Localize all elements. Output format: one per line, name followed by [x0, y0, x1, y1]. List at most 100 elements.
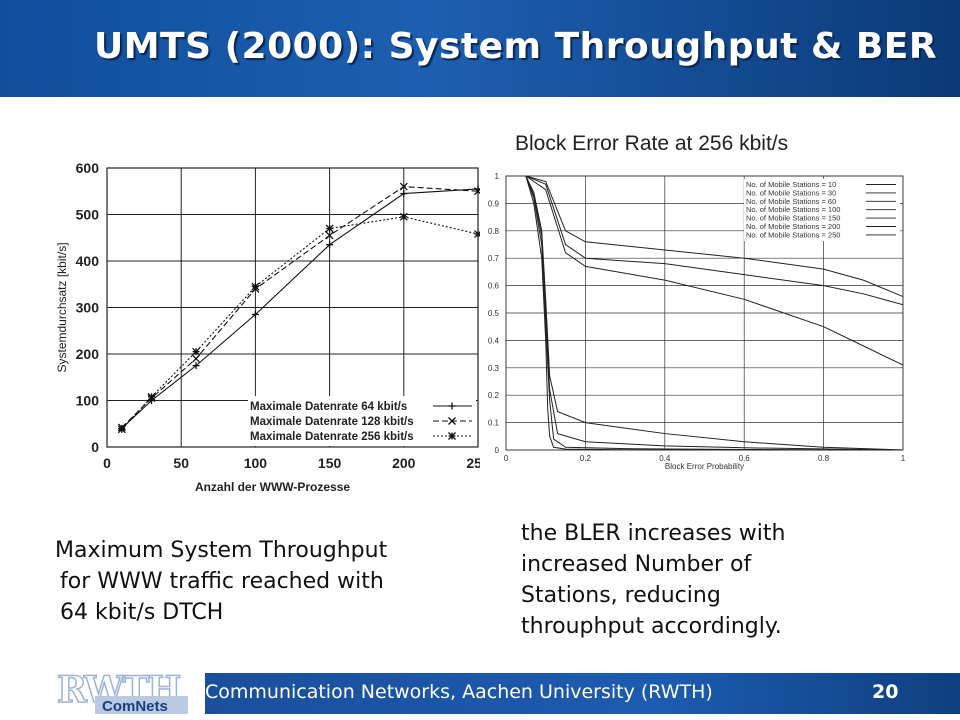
- marker-stroke: [474, 188, 480, 196]
- marker-stroke: [192, 354, 200, 363]
- series-line-3: [525, 175, 904, 451]
- marker-stroke: [448, 432, 456, 440]
- marker-stroke: [399, 182, 408, 191]
- data-point: [251, 282, 260, 291]
- data-point: [325, 231, 334, 240]
- footer-text: Communication Networks, Aachen Universit…: [205, 681, 713, 703]
- data-point: [251, 310, 259, 318]
- data-point: [147, 392, 156, 401]
- y-tick-label: 0.5: [488, 309, 500, 318]
- x-tick-label: 0.2: [580, 454, 592, 463]
- y-tick-label: 0.7: [488, 254, 500, 263]
- y-tick-label: 0.2: [488, 391, 500, 400]
- x-tick-label: 0.8: [818, 454, 830, 463]
- caption-right-line: throuphput accordingly.: [521, 614, 782, 639]
- data-point: [326, 241, 334, 249]
- marker-stroke: [474, 231, 480, 238]
- y-tick-label: 200: [76, 346, 100, 362]
- series-1: [118, 185, 480, 432]
- y-tick-label: 0.4: [488, 336, 500, 345]
- y-tick-label: 1: [495, 172, 500, 181]
- legend-marker: [448, 432, 456, 440]
- legend-entry: Maximale Datenrate 256 kbit/s: [250, 431, 414, 443]
- marker-stroke: [117, 425, 126, 434]
- x-tick-label: 0: [504, 454, 509, 463]
- plot-frame: [106, 167, 479, 448]
- marker-stroke: [399, 212, 408, 221]
- legend-marker: [448, 402, 456, 410]
- caption-right-line: increased Number of: [521, 552, 752, 577]
- y-tick-label: 0.9: [488, 199, 500, 208]
- series-line-5: [525, 175, 904, 366]
- y-tick-label: 0.8: [488, 227, 500, 236]
- series-line-7: [525, 175, 904, 298]
- y-tick-label: 100: [76, 393, 100, 409]
- x-axis-label: Anzahl der WWW-Prozesse: [195, 480, 350, 494]
- y-tick-label: 300: [76, 300, 100, 316]
- data-point: [399, 182, 408, 191]
- caption-left-line: 64 kbit/s DTCH: [60, 600, 224, 625]
- bler-chart: 0 0.2 0.4 0.6 0.8 1 0 0.1 0.2 0.3 0.4 0.5 0.6 0.7 0.8 0…: [488, 172, 906, 471]
- legend-entry: No. of Mobile Stations = 60: [746, 197, 836, 206]
- x-tick-label: 0: [103, 455, 111, 471]
- y-tick-label: 400: [76, 253, 100, 269]
- series-line-6: [525, 175, 904, 306]
- series-line: [121, 188, 479, 429]
- legend-entry: No. of Mobile Stations = 150: [746, 214, 840, 223]
- y-tick-label: 0.6: [488, 282, 500, 291]
- caption-right-line: Stations, reducing: [521, 583, 721, 608]
- y-tick-label: 0.3: [488, 364, 500, 373]
- marker-stroke: [325, 231, 334, 240]
- footer-bar: [205, 673, 960, 714]
- legend-entry: No. of Mobile Stations = 30: [746, 188, 836, 197]
- y-tick-label: 600: [76, 160, 100, 176]
- legend-entry: No. of Mobile Stations = 200: [746, 222, 840, 231]
- data-point: [399, 212, 408, 221]
- data-point: [474, 230, 480, 238]
- data-point: [117, 425, 126, 434]
- data-point: [192, 347, 200, 356]
- logo-comnets-text: ComNets: [102, 698, 168, 715]
- title-bar: [0, 0, 960, 97]
- x-tick-label: 100: [244, 455, 268, 471]
- throughput-chart: 0 50 100 150 200 250 0 100 200 300 400 500 600 Anzahl…: [55, 160, 480, 494]
- x-tick-label: 0.4: [659, 454, 671, 463]
- series-line-4: [525, 175, 904, 451]
- comnets-logo: RWTH ComNets: [56, 670, 188, 715]
- caption-left-line: for WWW traffic reached with: [60, 569, 384, 594]
- x-tick-label: 200: [392, 455, 416, 471]
- data-point: [400, 190, 408, 198]
- data-point: [192, 362, 200, 370]
- x-tick-label: 250: [466, 455, 480, 471]
- bler-chart-title: Block Error Rate at 256 kbit/s: [515, 132, 789, 155]
- data-point: [474, 187, 480, 196]
- y-tick-label: 0.1: [488, 419, 500, 428]
- y-axis-label: Systemdurchsatz [kbit/s]: [55, 242, 69, 372]
- series-line-1: [525, 175, 903, 451]
- legend-entry: No. of Mobile Stations = 10: [746, 180, 836, 189]
- legend-entry: Maximale Datenrate 64 kbit/s: [250, 401, 407, 413]
- marker-stroke: [251, 282, 260, 291]
- caption-left-line: Maximum System Throughput: [55, 538, 388, 563]
- legend-entry: No. of Mobile Stations = 100: [746, 205, 840, 214]
- marker-stroke: [448, 417, 456, 425]
- y-tick-label: 0: [495, 446, 500, 455]
- legend-entry: Maximale Datenrate 128 kbit/s: [250, 416, 414, 428]
- y-tick-label: 0: [91, 439, 99, 455]
- marker-stroke: [192, 347, 200, 356]
- x-tick-label: 150: [318, 455, 342, 471]
- legend: Maximale Datenrate 64 kbit/s Maximale Dat…: [248, 396, 476, 446]
- data-point: [325, 224, 334, 233]
- x-tick-label: 50: [173, 455, 189, 471]
- x-tick-label: 0.6: [739, 454, 751, 463]
- slide-title: UMTS (2000): System Throughput & BER: [94, 26, 938, 67]
- series-line-2: [525, 175, 904, 451]
- legend-marker: [448, 417, 456, 425]
- data-point: [192, 354, 200, 363]
- x-axis-label: Block Error Probability: [665, 462, 744, 471]
- x-tick-label: 1: [901, 454, 906, 463]
- y-tick-label: 500: [76, 207, 100, 223]
- series-3: [117, 212, 480, 434]
- page-number: 20: [872, 681, 899, 703]
